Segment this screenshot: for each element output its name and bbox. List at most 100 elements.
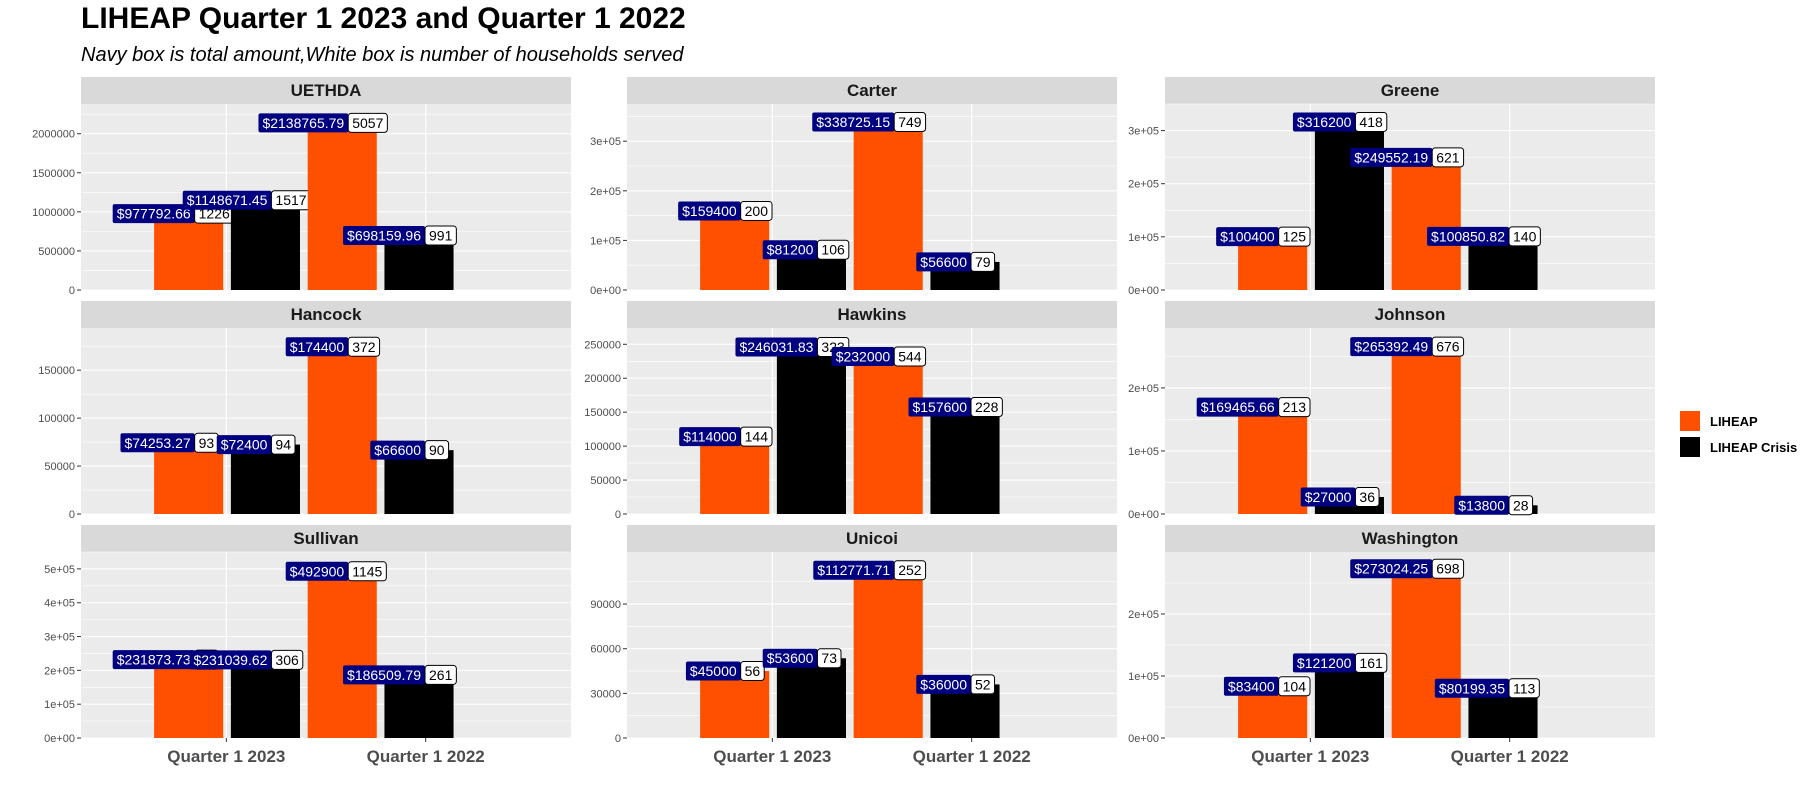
- amount-label: $80199.35: [1439, 680, 1505, 696]
- amount-label: $121200: [1297, 655, 1352, 671]
- facet-strip-carter: [627, 77, 1117, 104]
- households-label: 104: [1283, 678, 1307, 694]
- y-tick-label: 5e+05: [44, 564, 75, 576]
- facet-hancock: Hancock 0 50000 100000 150000 $74253.27 93 $724…: [38, 301, 571, 521]
- facet-strip-hawkins: [627, 301, 1117, 328]
- amount-label: $231039.62: [193, 652, 267, 668]
- legend: LIHEAP LIHEAP Crisis: [1680, 408, 1797, 460]
- facet-sullivan: Sullivan 0e+00 1e+05 2e+05 3e+05 4e+05 5e+05 $2…: [44, 525, 571, 766]
- y-tick-label: 2e+05: [590, 186, 621, 198]
- y-tick-label: 90000: [590, 599, 621, 611]
- households-label: 90: [429, 442, 445, 458]
- households-label-box: [347, 112, 388, 133]
- y-tick-label: 0: [615, 733, 621, 745]
- amount-label-box: [1434, 678, 1510, 698]
- amount-label: $81200: [767, 242, 814, 258]
- facet-strip-unicoi: [627, 525, 1117, 552]
- amount-label: $112771.71: [817, 562, 890, 578]
- facet-strip-sullivan: [81, 525, 571, 552]
- bar-sullivan-quarter-1-2023-liheap: [154, 659, 224, 738]
- legend-item-liheap: LIHEAP: [1680, 408, 1797, 434]
- amount-label: $231873.73: [117, 652, 191, 668]
- households-label: 28: [1513, 497, 1529, 513]
- y-tick-label: 2e+05: [1128, 383, 1159, 395]
- y-tick-label: 100000: [584, 441, 621, 453]
- x-tick-label: Quarter 1 2023: [1251, 747, 1369, 766]
- households-label-box: [816, 648, 842, 669]
- legend-swatch-liheap: [1680, 411, 1700, 431]
- households-label: 36: [1359, 489, 1375, 505]
- y-tick-label: 250000: [584, 339, 621, 351]
- amount-label: $273024.25: [1354, 561, 1428, 577]
- y-tick-label: 1e+05: [590, 235, 621, 247]
- y-tick-label: 3e+05: [1128, 126, 1159, 138]
- amount-label-box: [1223, 676, 1279, 696]
- amount-label-box: [343, 225, 426, 245]
- households-label-box: [740, 661, 765, 682]
- households-label-box: [1354, 111, 1388, 132]
- amount-label-box: [685, 661, 741, 681]
- y-tick-label: 1e+05: [1128, 446, 1159, 458]
- amount-label: $265392.49: [1354, 339, 1428, 355]
- amount-label: $232000: [836, 349, 891, 365]
- households-label-box: [424, 664, 457, 685]
- households-label: 144: [745, 429, 769, 445]
- y-tick-label: 0e+00: [590, 285, 621, 297]
- households-label-box: [1431, 558, 1465, 579]
- y-tick-label: 150000: [38, 365, 75, 377]
- bar-sullivan-quarter-1-2022-liheap: [307, 571, 377, 738]
- households-label-box: [970, 674, 996, 695]
- facet-carter: Carter 0e+00 1e+05 2e+05 3e+05 $159400 200 $812…: [590, 77, 1117, 297]
- bar-washington-quarter-1-2022-liheap: [1391, 568, 1461, 738]
- amount-label-box: [258, 113, 349, 133]
- amount-label: $83400: [1228, 678, 1275, 694]
- households-label-box: [1278, 397, 1311, 418]
- amount-label: $45000: [690, 663, 737, 679]
- legend-item-liheap-crisis: LIHEAP Crisis: [1680, 434, 1797, 460]
- bar-carter-quarter-1-2022-liheap: [853, 121, 923, 290]
- y-tick-label: 0e+00: [1128, 509, 1159, 521]
- bar-uethda-quarter-1-2023-liheap-crisis: [230, 200, 300, 290]
- households-label-box: [270, 434, 296, 455]
- y-tick-label: 1500000: [32, 168, 75, 180]
- y-tick-label: 150000: [584, 407, 621, 419]
- amount-label-box: [370, 440, 426, 460]
- households-label: 106: [821, 242, 845, 258]
- amount-label: $2138765.79: [262, 115, 344, 131]
- bar-hawkins-quarter-1-2022-liheap-crisis: [930, 407, 1000, 514]
- x-tick-label: Quarter 1 2023: [167, 747, 285, 766]
- y-tick-label: 1e+05: [1128, 232, 1159, 244]
- amount-label-box: [112, 650, 195, 670]
- households-label-box: [347, 336, 381, 357]
- bar-johnson-quarter-1-2023-liheap: [1238, 407, 1308, 514]
- facet-title-uethda: UETHDA: [291, 81, 362, 100]
- households-label: 372: [352, 339, 376, 355]
- amount-label-box: [1350, 559, 1433, 579]
- x-tick-label: Quarter 1 2022: [913, 747, 1031, 766]
- households-label-box: [816, 239, 850, 260]
- households-label-box: [270, 649, 304, 670]
- households-label: 306: [275, 652, 299, 668]
- amount-label-box: [916, 252, 972, 272]
- households-label: 749: [898, 114, 922, 130]
- households-label: 621: [1436, 149, 1460, 165]
- bar-unicoi-quarter-1-2022-liheap: [853, 570, 923, 738]
- facet-title-johnson: Johnson: [1375, 305, 1446, 324]
- amount-label-box: [112, 204, 195, 224]
- amount-label: $114000: [683, 429, 737, 445]
- amount-label-box: [831, 347, 895, 367]
- bar-sullivan-quarter-1-2022-liheap-crisis: [384, 674, 454, 738]
- households-label: 261: [429, 667, 453, 683]
- amount-label-box: [1292, 653, 1356, 673]
- households-label: 113: [1513, 680, 1536, 696]
- amount-label: $1148671.45: [187, 192, 268, 208]
- amount-label-box: [182, 190, 272, 210]
- amount-label-box: [762, 240, 818, 260]
- households-label: 418: [1359, 114, 1383, 130]
- households-label: 1517: [275, 192, 306, 208]
- households-label: 79: [975, 254, 991, 270]
- facet-title-carter: Carter: [847, 81, 897, 100]
- y-tick-label: 60000: [590, 644, 621, 656]
- households-label: 991: [429, 227, 453, 243]
